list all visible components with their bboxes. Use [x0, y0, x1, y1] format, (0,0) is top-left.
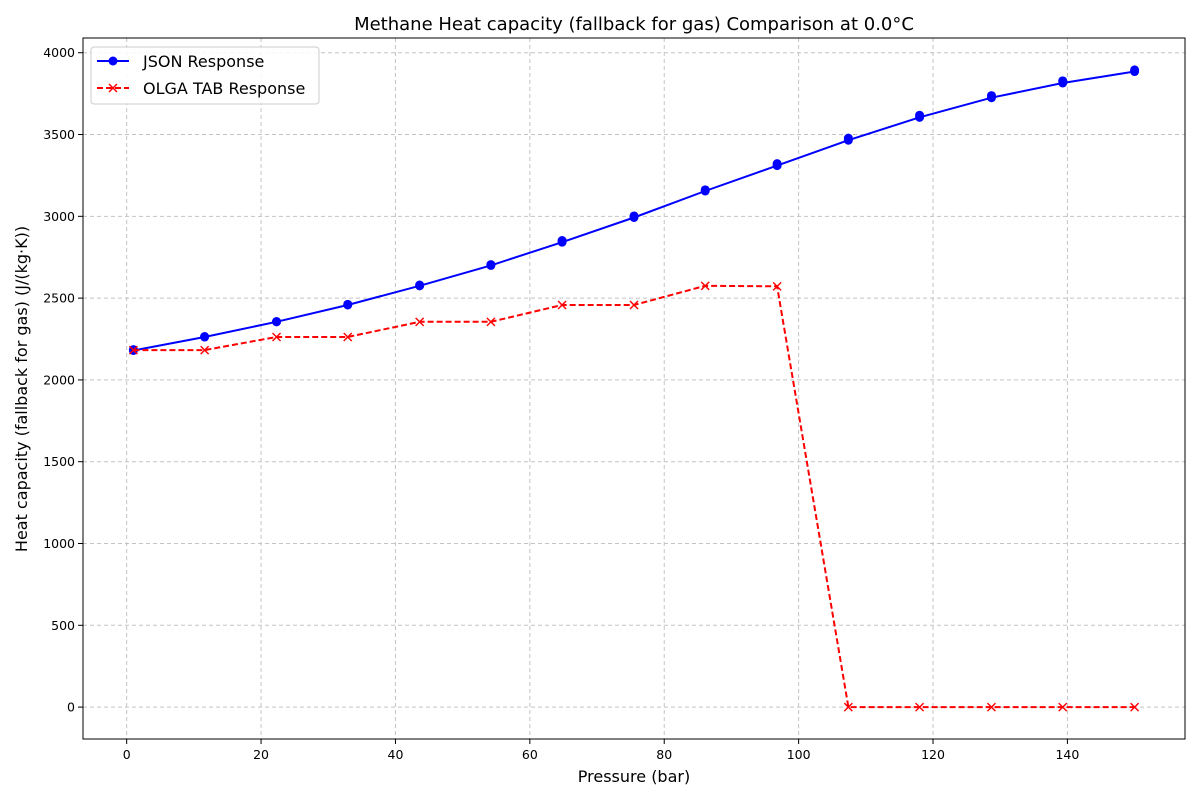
json-response-point	[343, 299, 353, 309]
olga-tab-response-point	[486, 317, 496, 327]
y-tick-label: 1500	[43, 454, 75, 469]
olga-tab-response-point	[915, 702, 925, 712]
y-tick-label: 3500	[43, 127, 75, 142]
json-response-point	[272, 317, 282, 327]
olga-tab-response-point	[629, 300, 639, 310]
legend-olga-marker	[108, 83, 118, 93]
json-response-point	[200, 332, 210, 342]
x-tick-label: 60	[522, 747, 538, 762]
y-tick-label: 3000	[43, 209, 75, 224]
x-tick-label: 80	[656, 747, 672, 762]
olga-tab-response-point	[843, 702, 853, 712]
x-tick-label: 140	[1055, 747, 1079, 762]
olga-tab-response-point	[557, 300, 567, 310]
olga-tab-response-point	[415, 317, 425, 327]
json-response-point	[486, 260, 496, 270]
olga-tab-response-point	[343, 332, 353, 342]
json-response-point	[1130, 65, 1140, 75]
grid-layer	[83, 38, 1185, 739]
json-response-point	[843, 133, 853, 143]
json-response-point	[700, 185, 710, 195]
json-response-point	[915, 110, 925, 120]
x-axis-label: Pressure (bar)	[578, 767, 690, 786]
y-tick-label: 4000	[43, 45, 75, 60]
olga-tab-response-point	[200, 345, 210, 355]
legend-olga-label: OLGA TAB Response	[143, 79, 305, 98]
json-response-point	[772, 159, 782, 169]
chart-title: Methane Heat capacity (fallback for gas)…	[354, 14, 914, 35]
olga-tab-response-point	[986, 702, 996, 712]
x-tick-label: 120	[921, 747, 945, 762]
olga-tab-response-point	[1130, 702, 1140, 712]
json-response-point	[557, 236, 567, 246]
y-tick-label: 500	[51, 618, 75, 633]
plot-frame	[82, 37, 1186, 740]
json-response-point	[629, 211, 639, 221]
json-response-point	[1058, 76, 1068, 86]
legend: JSON Response OLGA TAB Response	[90, 46, 320, 105]
json-response-line	[133, 70, 1135, 352]
x-tick-label: 20	[253, 747, 269, 762]
legend-json-marker	[108, 56, 118, 66]
olga-tab-response-point	[772, 281, 782, 291]
olga-tab-response-point	[700, 281, 710, 291]
x-tick-label: 40	[388, 747, 404, 762]
y-axis-label: Heat capacity (fallback for gas) (J/(kg·…	[12, 226, 31, 552]
olga-tab-response-point	[272, 332, 282, 342]
json-response-point	[415, 280, 425, 290]
x-tick-label: 0	[123, 747, 131, 762]
olga-tab-response-line	[133, 284, 1135, 709]
legend-json-label: JSON Response	[142, 52, 264, 71]
y-tick-label: 0	[67, 700, 75, 715]
y-tick-label: 2000	[43, 372, 75, 387]
y-tick-label: 1000	[43, 536, 75, 551]
y-tick-label: 2500	[43, 291, 75, 306]
series-layer	[128, 65, 1140, 712]
legend-box	[90, 46, 320, 105]
olga-tab-response-point	[1058, 702, 1068, 712]
tick-layer: 0 20 40 60 80 100 120 140 0 500 1000 1500 2000 2500 30…	[43, 45, 1079, 762]
olga-tab-response-point	[128, 345, 138, 355]
json-response-point	[986, 91, 996, 101]
x-tick-label: 100	[787, 747, 811, 762]
